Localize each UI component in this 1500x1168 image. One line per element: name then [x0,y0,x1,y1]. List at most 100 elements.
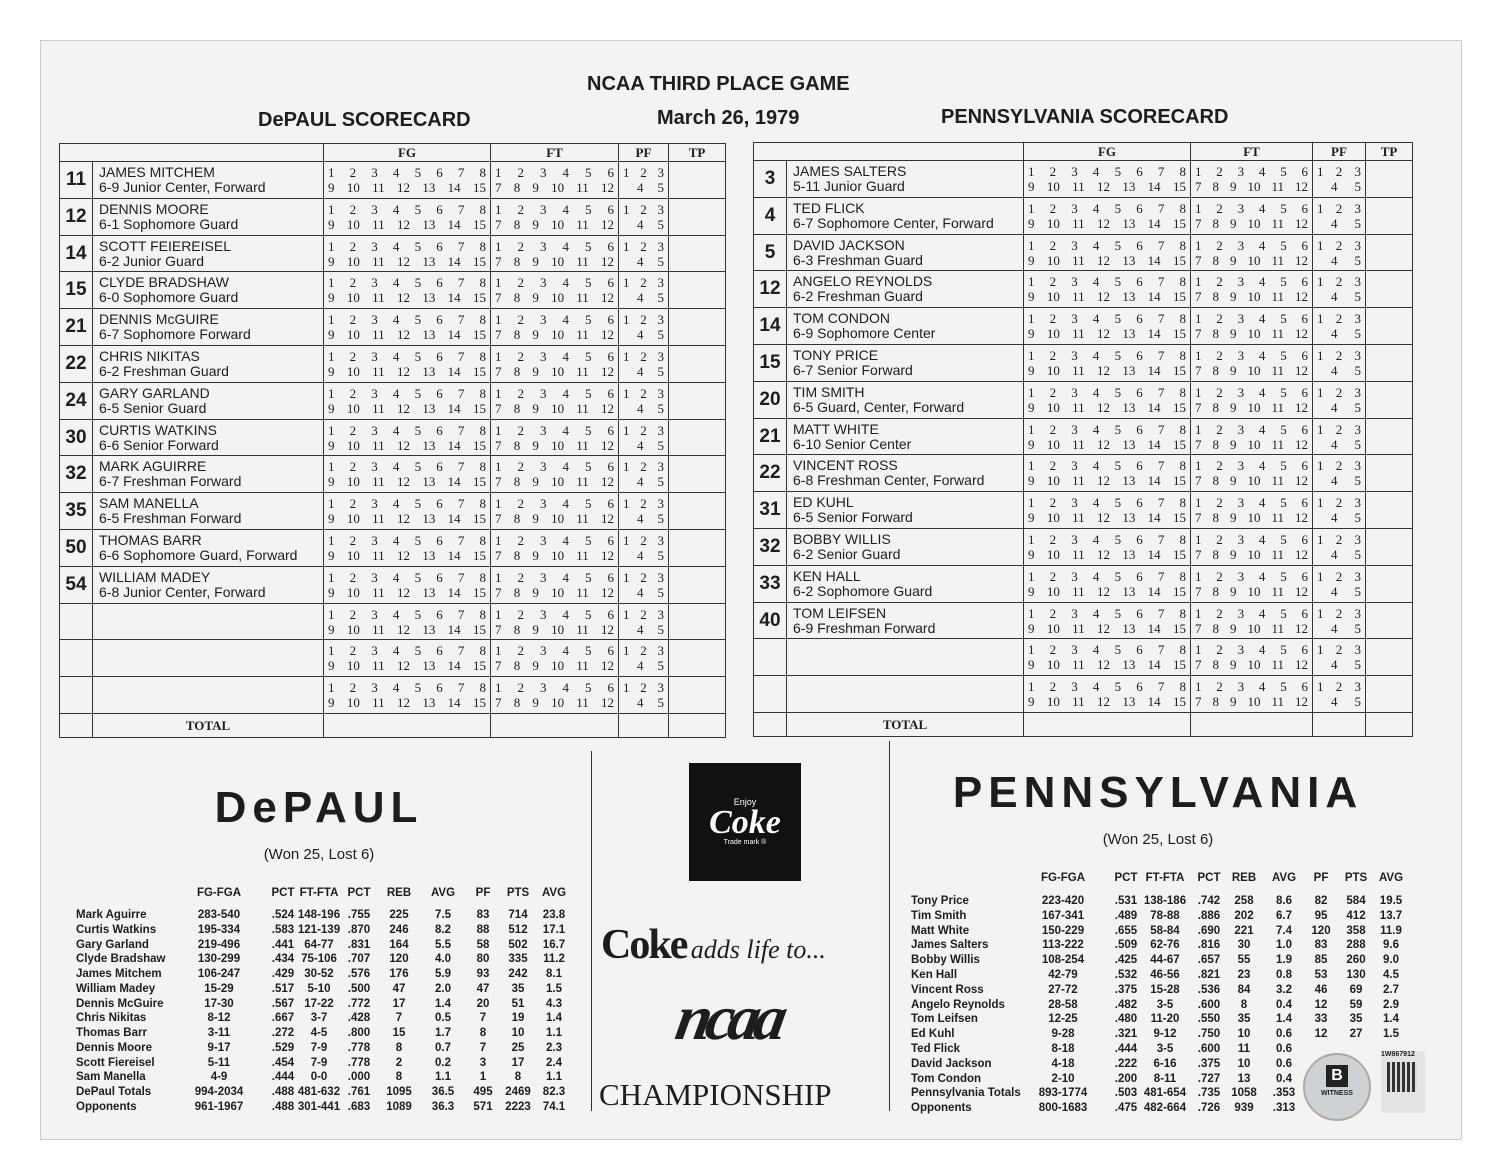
tally-number: 12 [1097,583,1111,599]
tally-number: 1 [1317,642,1324,658]
tally-cell: 1 2 3 4 5 6 7 8 9 10 11 12 [491,456,619,494]
tally-number: 14 [1147,657,1161,673]
tally-number: 13 [1122,252,1136,268]
stat-value: .667 [271,1012,295,1025]
tally-number: 6 [1301,458,1308,474]
tally-number: 3 [540,312,547,328]
stats-column-header: AVG [430,887,456,899]
tally-number: 5 [1354,436,1362,452]
stat-value: .529 [271,1041,295,1054]
tally-number: 11 [1072,694,1085,710]
column-header: PF [1313,142,1366,161]
tally-line: 9 10 11 12 13 14 15 [1024,584,1190,599]
tally-number: 3 [371,643,378,659]
tally-number: 3 [1237,605,1245,621]
tally-number: 4 [1258,458,1266,474]
tally-number: 13 [422,364,436,379]
tally-number: 12 [397,511,411,527]
tally-number: 9 [1229,436,1237,452]
tally-number: 8 [479,312,486,328]
tally-number: 9 [328,400,335,416]
tally-number: 7 [495,511,502,527]
tally-number: 1 [1195,274,1202,290]
tp-cell [669,456,726,494]
tally-number: 15 [1173,547,1186,562]
column-header: TP [1366,142,1413,161]
tally-number: 3 [1354,421,1362,437]
tally-number: 8 [479,349,486,364]
tally-number: 2 [517,165,525,180]
stat-value: 1.7 [435,1027,451,1040]
stat-value: 1058 [1231,1087,1257,1100]
tally-number: 3 [371,201,378,217]
tally-number: 12 [600,621,614,637]
stat-value: 0.4 [1276,1072,1292,1085]
player-name: CLYDE BRADSHAW [99,274,229,291]
stat-value: 1.0 [1276,939,1292,952]
tally-number: 2 [640,201,647,217]
tp-cell [669,640,726,678]
tally-number: 1 [1317,311,1324,327]
tally-number: 10 [346,511,360,527]
player-name: SAM MANELLA [99,495,199,512]
stat-value: .444 [1114,1043,1138,1055]
tally-number: 2 [640,680,647,696]
stats-row: James Mitchem 106-247.429 30-52.576 176 5.9 9… [41,967,1461,981]
player-cell [93,640,324,678]
number-cell: 5 [753,234,787,272]
stat-value: 46 [1314,983,1328,996]
stat-value: 85 [1314,954,1328,967]
tally-number: 11 [1072,399,1085,415]
header-cell [753,142,1024,161]
tally-number: 6 [1136,532,1143,547]
tally-number: 6 [436,275,443,291]
tally-number: 7 [1157,679,1165,695]
tally-number: 7 [457,275,465,291]
tally-number: 4 [1092,274,1100,290]
tally-number: 7 [1157,421,1165,437]
tally-number: 2 [1049,164,1057,179]
tally-number: 2 [517,201,525,217]
tally-number: 8 [1179,274,1186,290]
stat-value: 221 [1234,924,1254,937]
tally-number: 12 [1294,657,1308,673]
tally-number: 9 [328,584,335,600]
total-cell [1191,713,1313,737]
stats-row: Tim Smith 167-341.489 78-88.886 202 6.7 95 412… [41,909,1461,923]
tally-number: 8 [479,238,486,254]
tally-number: 11 [1072,583,1085,599]
stat-value: 8.6 [1276,895,1292,907]
tally-number: 3 [1237,458,1245,474]
stats-row: William Madey 15-29.517 5-10.500 47 2.0 47 35 1… [41,982,1461,996]
tally-number: 12 [397,364,411,379]
stat-value: 44-67 [1150,954,1180,967]
tally-line: 7 8 9 10 11 12 [491,585,618,600]
tally-number: 9 [328,548,335,563]
tally-number: 5 [585,569,592,585]
player-cell: WILLIAM MADEY 6-8 Junior Center, Forward [93,566,324,604]
tally-number: 2 [640,496,647,512]
tally-number: 15 [1173,436,1186,452]
tally-number: 4 [562,349,570,364]
stat-value: 17.1 [542,923,566,936]
tally-number: 5 [585,643,592,659]
tally-number: 4 [1258,421,1266,437]
tally-number: 6 [607,533,615,548]
tally-number: 4 [1331,399,1338,415]
tally-number: 4 [637,511,644,527]
tally-number: 14 [1147,473,1161,489]
tally-number: 8 [1179,164,1186,179]
